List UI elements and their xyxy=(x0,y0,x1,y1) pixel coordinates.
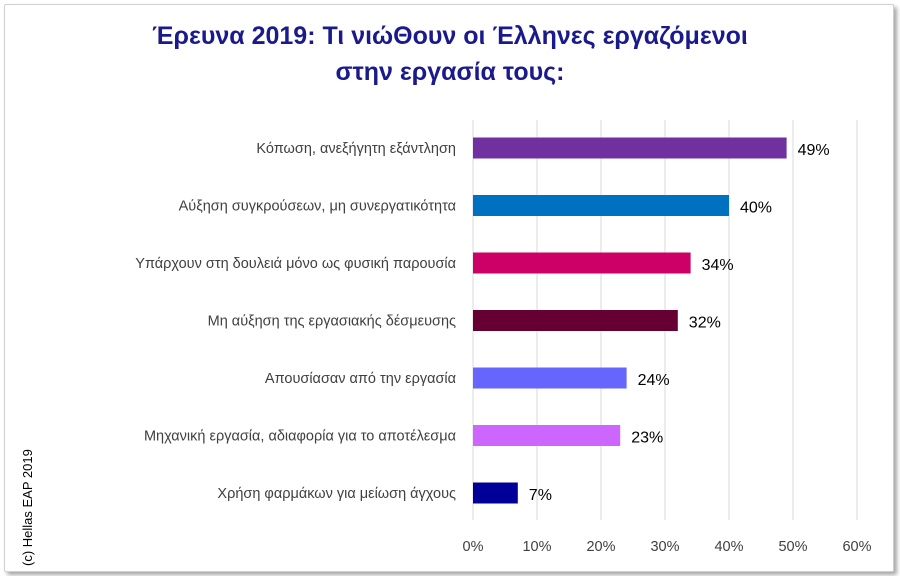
chart-title-line-1: Έρευνα 2019: Τι νιώΘουν οι Έλληνες εργαζ… xyxy=(152,22,748,50)
category-label: Αύξηση συγκρούσεων, μη συνεργατικότητα xyxy=(179,199,456,215)
bar xyxy=(473,367,627,389)
x-tick-label: 20% xyxy=(586,539,615,555)
value-label: 7% xyxy=(529,487,552,504)
bars xyxy=(473,137,787,504)
chart-title: Έρευνα 2019: Τι νιώΘουν οι Έλληνες εργαζ… xyxy=(0,18,900,90)
x-tick-label: 50% xyxy=(778,539,807,555)
x-tick-label: 40% xyxy=(714,539,743,555)
category-label: Απουσίασαν από την εργασία xyxy=(265,371,456,387)
bar xyxy=(473,252,691,274)
x-axis-tick-labels: 0% 10% 20% 30% 40% 50% 60% xyxy=(463,539,872,555)
bar xyxy=(473,482,518,504)
chart-title-line-2: στην εργασία τους: xyxy=(335,58,565,86)
category-label: Κόπωση, ανεξήγητη εξάντληση xyxy=(256,141,456,157)
category-label: Χρήση φαρμάκων για μείωση άγχους xyxy=(217,486,456,502)
chart-frame xyxy=(4,4,894,572)
bar xyxy=(473,425,621,446)
value-label: 49% xyxy=(798,142,830,159)
category-labels: Κόπωση, ανεξήγητη εξάντληση Αύξηση συγκρο… xyxy=(135,141,456,502)
value-label: 40% xyxy=(740,200,772,217)
value-label: 32% xyxy=(689,315,721,332)
category-label: Μηχανική εργασία, αδιαφορία για το αποτέ… xyxy=(144,429,456,445)
x-tick-label: 60% xyxy=(842,539,871,555)
value-label: 23% xyxy=(631,430,663,447)
x-tick-label: 10% xyxy=(522,539,551,555)
bar xyxy=(473,310,678,331)
value-label: 34% xyxy=(702,257,734,274)
x-tick-label: 0% xyxy=(463,539,484,555)
bar xyxy=(473,137,787,159)
category-label: Υπάρχουν στη δουλειά μόνο ως φυσική παρο… xyxy=(135,256,456,272)
bar xyxy=(473,195,729,216)
value-labels: 49% 40% 34% 32% 24% 23% 7% xyxy=(529,142,830,504)
category-label: Μη αύξηση της εργασιακής δέσμευσης xyxy=(208,314,456,330)
x-tick-label: 30% xyxy=(650,539,679,555)
value-label: 24% xyxy=(638,372,670,389)
